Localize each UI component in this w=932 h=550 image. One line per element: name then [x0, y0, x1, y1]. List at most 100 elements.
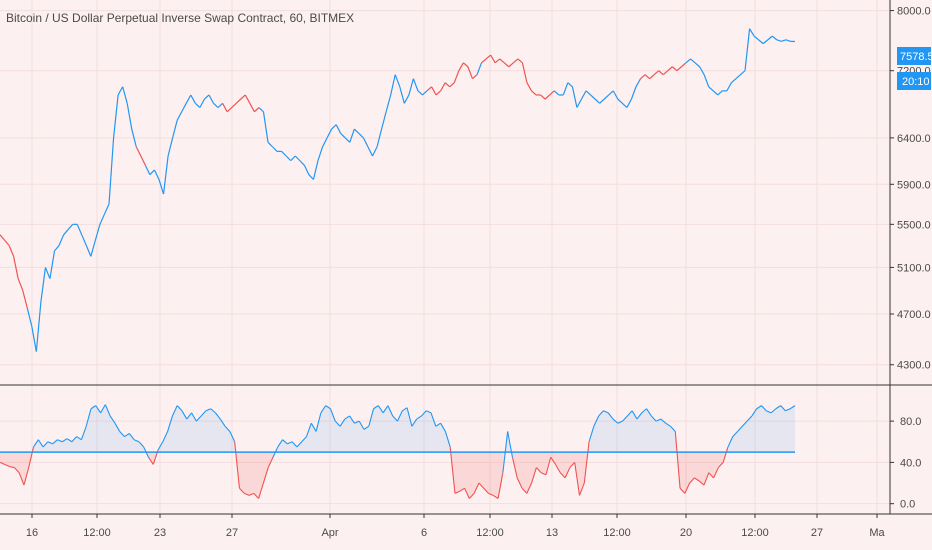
price-segment [17, 278, 24, 291]
x-tick-label: 12:00 [603, 527, 631, 539]
price-segment [467, 66, 474, 79]
y-axis[interactable]: 4300.04700.05100.05500.05900.06400.07200… [890, 6, 931, 511]
oscillator-fill [636, 412, 642, 453]
oscillator-segment [167, 415, 173, 432]
price-segment [322, 137, 328, 148]
oscillator-fill [761, 405, 767, 453]
price-segment [194, 102, 201, 108]
oscillator-segment [588, 426, 595, 442]
price-segment [222, 103, 228, 113]
oscillator-fill [608, 412, 614, 453]
price-segment [494, 58, 501, 64]
oscillator-segment [334, 420, 341, 427]
price-segment [440, 82, 446, 92]
price-segment [749, 28, 755, 37]
price-segment [449, 82, 455, 88]
oscillator-segment [737, 425, 743, 432]
oscillator-fill [617, 421, 623, 453]
oscillator-segment [689, 477, 695, 484]
price-segment [408, 78, 414, 96]
oscillator-segment [90, 405, 97, 410]
oscillator-segment [761, 405, 767, 412]
oscillator-fill [397, 410, 403, 453]
oscillator-fill [732, 431, 738, 453]
price-segment [376, 128, 383, 148]
y-tick-label: 4700.0 [897, 309, 931, 321]
oscillator-segment [52, 439, 58, 445]
oscillator-segment [401, 407, 408, 412]
oscillator-fill [708, 452, 714, 478]
y-tick-label: 8000.0 [897, 6, 931, 18]
oscillator-fill [225, 426, 230, 453]
oscillator-fill [416, 415, 422, 453]
price-segment [144, 165, 151, 175]
price-segment [135, 146, 142, 157]
price-segment [126, 103, 133, 130]
price-segment [199, 98, 205, 108]
oscillator-segment [598, 410, 604, 417]
oscillator-segment [176, 405, 183, 412]
oscillator-fill [526, 452, 532, 494]
oscillator-segment [636, 412, 643, 420]
price-segment [685, 58, 691, 64]
oscillator-segment [713, 467, 719, 479]
oscillator-fill [253, 452, 259, 499]
oscillator-segment [85, 408, 92, 427]
price-segment [512, 58, 519, 64]
price-segment [644, 74, 651, 80]
oscillator-fill [713, 452, 719, 478]
oscillator-fill [244, 452, 250, 496]
oscillator-fill [603, 410, 609, 453]
price-segment [26, 307, 33, 327]
price-segment [621, 102, 628, 108]
price-segment [40, 267, 47, 303]
oscillator-fill [454, 452, 460, 494]
oscillator-fill [76, 436, 82, 453]
oscillator-segment [789, 405, 796, 410]
oscillator-fill [38, 439, 44, 453]
oscillator-fill [747, 415, 752, 453]
oscillator-fill [632, 410, 637, 453]
oscillator-segment [23, 467, 30, 486]
oscillator-fill [320, 405, 326, 453]
oscillator-segment [186, 412, 193, 420]
oscillator-fill [474, 452, 479, 494]
price-panel[interactable] [0, 28, 796, 352]
price-segment [99, 213, 106, 225]
oscillator-segment [540, 472, 547, 476]
y-tick-label: 4300.0 [897, 360, 931, 372]
oscillator-segment [622, 415, 628, 422]
oscillator-fill [435, 423, 441, 453]
x-axis[interactable]: 16 12:00 23 27 Apr 6 12:00 13 12:00 20 12:00 27 Ma [26, 514, 886, 539]
oscillator-segment [171, 405, 178, 417]
price-segment [258, 107, 264, 113]
oscillator-segment [162, 431, 169, 442]
oscillator-segment [358, 420, 365, 430]
oscillator-fill [81, 426, 87, 453]
oscillator-segment [483, 487, 489, 494]
price-segment [344, 137, 351, 143]
oscillator-panel[interactable] [0, 404, 796, 499]
oscillator-fill [387, 405, 393, 453]
price-segment [599, 98, 605, 104]
oscillator-fill [680, 452, 685, 494]
price-segment [608, 90, 614, 96]
oscillator-segment [511, 457, 518, 479]
price-segment [122, 86, 128, 104]
price-segment [753, 35, 760, 41]
price-segment [726, 82, 732, 92]
oscillator-segment [219, 418, 226, 427]
oscillator-fill [95, 405, 101, 453]
price-segment [190, 94, 196, 104]
oscillator-segment [325, 405, 331, 410]
price-segment [771, 35, 778, 41]
price-segment [531, 90, 537, 96]
price-segment [617, 98, 623, 104]
price-segment [281, 150, 287, 157]
oscillator-fill [167, 415, 173, 453]
price-segment [331, 124, 337, 130]
oscillator-fill [613, 419, 618, 453]
oscillator-segment [258, 482, 264, 499]
oscillator-segment [694, 477, 700, 482]
price-segment [158, 179, 165, 195]
